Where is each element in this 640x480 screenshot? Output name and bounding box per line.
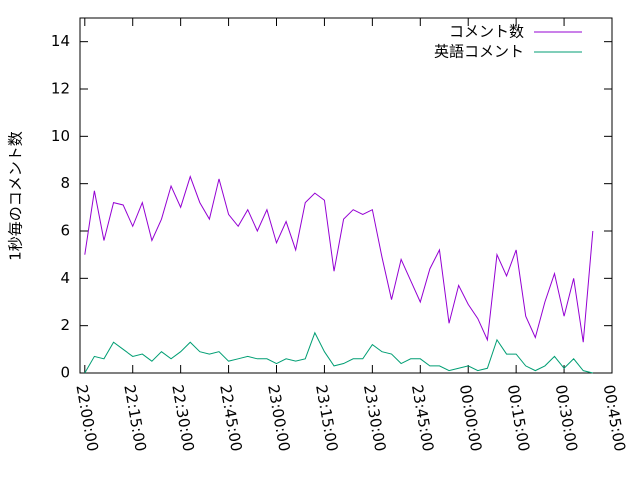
y-tick-label: 4 xyxy=(60,269,70,287)
y-tick-label: 2 xyxy=(60,316,70,334)
x-tick-label: 22:45:00 xyxy=(216,383,245,452)
x-tick-label: 23:45:00 xyxy=(408,383,437,452)
y-tick-label: 10 xyxy=(51,127,70,145)
x-tick-label: 23:00:00 xyxy=(264,383,293,452)
x-tick-label: 00:15:00 xyxy=(504,383,533,452)
x-tick-label: 22:30:00 xyxy=(168,383,197,452)
y-axis-label: 1秒毎のコメント数 xyxy=(7,131,25,261)
x-tick-label: 00:45:00 xyxy=(600,383,629,452)
y-tick-label: 6 xyxy=(60,222,70,240)
y-tick-label: 8 xyxy=(60,174,70,192)
legend-label: 英語コメント xyxy=(434,43,524,61)
plot-border xyxy=(79,17,613,374)
series-line xyxy=(84,331,593,374)
x-tick-label: 22:15:00 xyxy=(120,383,149,452)
series-line xyxy=(84,175,594,343)
y-tick-label: 14 xyxy=(51,32,70,50)
x-tick-label: 22:00:00 xyxy=(72,383,101,452)
y-tick-label: 12 xyxy=(51,80,70,98)
x-tick-label: 00:30:00 xyxy=(552,383,581,452)
x-tick-label: 00:00:00 xyxy=(456,383,485,452)
legend-label: コメント数 xyxy=(449,23,524,41)
x-tick-label: 23:15:00 xyxy=(312,383,341,452)
x-tick-label: 23:30:00 xyxy=(360,383,389,452)
y-tick-label: 0 xyxy=(60,364,70,382)
